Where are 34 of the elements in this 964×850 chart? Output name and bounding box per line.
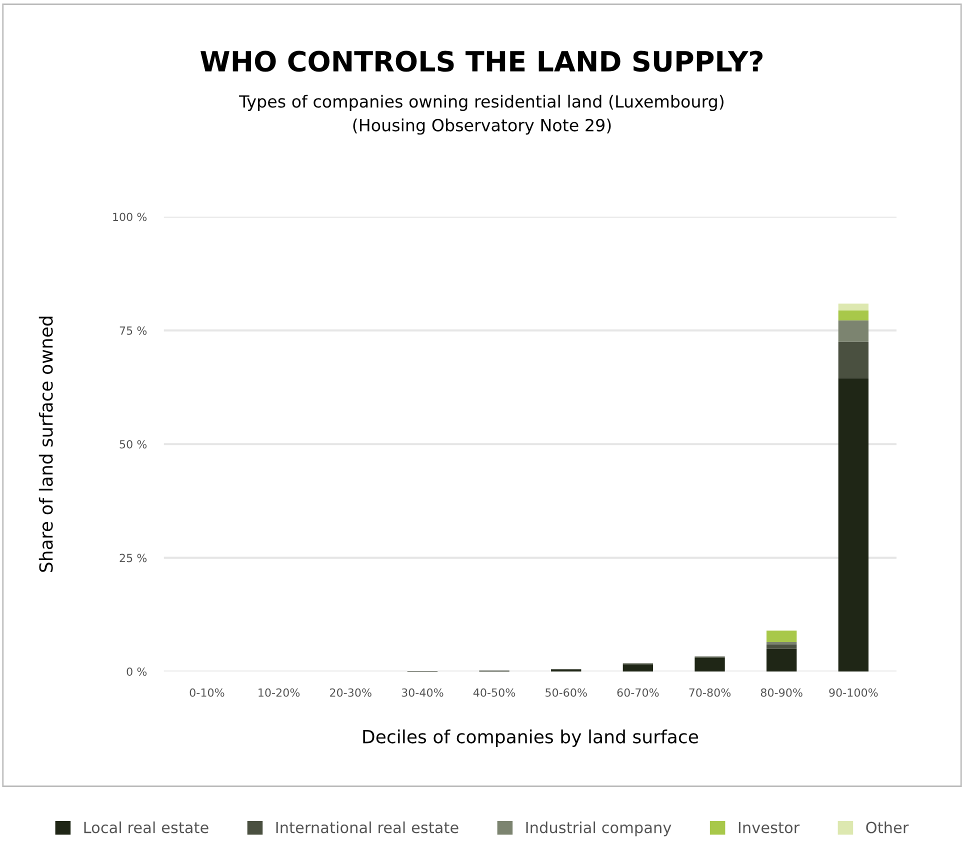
- bar: [694, 658, 725, 672]
- chart-title: WHO CONTROLS THE LAND SUPPLY?: [200, 50, 763, 72]
- bar: [766, 648, 797, 672]
- chart-subtitle: Types of companies owning residential land (Luxembourg) (Housing Observatory Note 29): [239, 94, 724, 135]
- x-tick-label: 60-70%: [617, 688, 659, 697]
- bar: [838, 378, 869, 672]
- x-tick-label: 10-20%: [258, 688, 300, 697]
- x-tick-label: 0-10%: [190, 688, 224, 697]
- bar: [838, 304, 869, 310]
- y-tick-label: 0 %: [126, 667, 147, 676]
- x-tick-label: 50-60%: [546, 688, 587, 697]
- x-tick-label: 80-90%: [760, 688, 802, 697]
- x-tick-label: 90-100%: [829, 688, 878, 697]
- legend-label: Industrial company: [526, 821, 672, 836]
- legend-label: Investor: [738, 822, 800, 834]
- y-tick-label: 75 %: [120, 326, 147, 335]
- y-axis-title: Share of land surface owned: [38, 316, 53, 572]
- bar: [838, 310, 869, 320]
- x-tick-label: 70-80%: [689, 688, 731, 697]
- bar: [838, 342, 869, 378]
- legend-label: Other: [866, 821, 909, 834]
- bar: [766, 630, 797, 642]
- bar: [838, 320, 869, 342]
- y-tick-label: 50 %: [120, 440, 147, 449]
- x-tick-label: 40-50%: [473, 688, 516, 697]
- x-tick-label: 20-30%: [330, 688, 372, 697]
- bar: [622, 664, 654, 672]
- x-tick-label: 30-40%: [402, 688, 444, 697]
- bar: [766, 644, 797, 649]
- x-axis-title: Deciles of companies by land surface: [363, 729, 698, 747]
- legend-label: International real estate: [276, 821, 458, 834]
- y-tick-label: 100 %: [113, 212, 147, 222]
- legend-label: Local real estate: [84, 821, 208, 834]
- y-tick-label: 25 %: [120, 554, 147, 562]
